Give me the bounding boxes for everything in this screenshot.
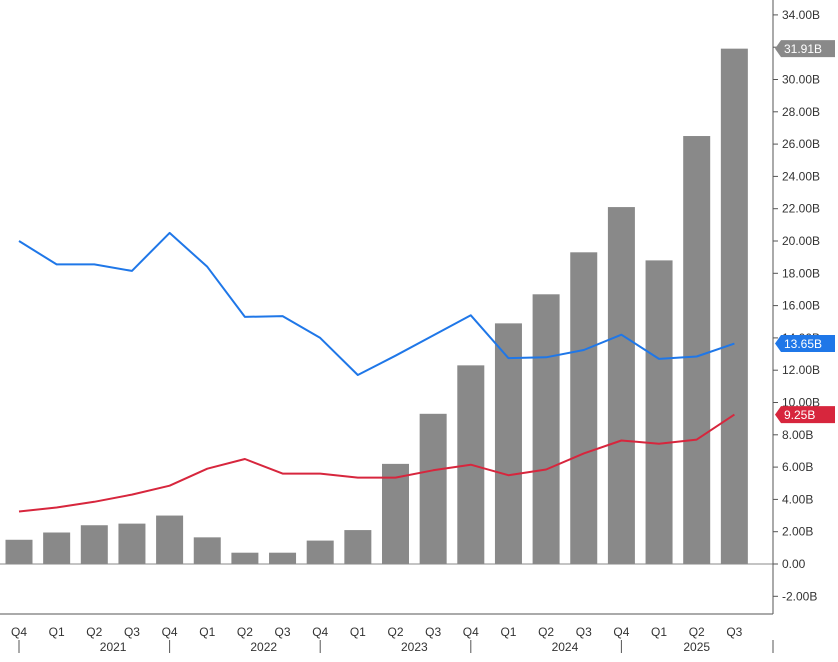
x-tick-label: Q2 [538,625,554,639]
last-value-badge-3: 9.25B [775,406,835,424]
y-tick-label: 16.00B [782,299,820,313]
bar [231,552,259,564]
y-tick-label: 6.00B [782,460,813,474]
bar [683,136,711,564]
x-tick-label: Q4 [162,625,178,639]
badge-shape [775,406,835,424]
badge-shape [775,40,835,58]
y-tick-label: 28.00B [782,105,820,119]
bar [532,294,560,564]
bar [382,463,409,564]
y-tick-label: 20.00B [782,234,820,248]
x-tick-label: Q3 [726,625,742,639]
x-tick-label: Q2 [387,625,403,639]
y-tick-label: 2.00B [782,525,813,539]
bar [419,413,447,564]
bar [720,48,748,564]
y-tick-label: 26.00B [782,137,820,151]
y-tick-label: 4.00B [782,492,813,506]
bar [43,532,71,564]
x-tick-label: Q3 [275,625,291,639]
x-tick-label: Q3 [576,625,592,639]
y-tick-label: 34.00B [782,8,820,22]
series-line-1 [18,231,735,376]
y-tick-label: 18.00B [782,266,820,280]
bar [269,552,297,564]
line-series [18,231,735,513]
x-tick-label: Q4 [11,625,27,639]
last-value-badge-1: 31.91B [775,40,835,58]
bar [80,525,108,564]
bar [156,515,184,564]
year-label: 2023 [401,640,428,654]
y-tick-label: 30.00B [782,73,820,87]
x-tick-label: Q2 [689,625,705,639]
year-label: 2022 [250,640,277,654]
bar [306,540,334,564]
badge-label: 9.25B [784,408,815,422]
bar [344,530,372,564]
badge-label: 13.65B [784,337,822,351]
bar-series [5,48,748,564]
y-tick-label: 0.00 [782,557,806,571]
year-label: 2021 [100,640,127,654]
y-tick-label: 22.00B [782,202,820,216]
bar [5,539,33,564]
badge-shape [775,335,835,353]
y-tick-label: 8.00B [782,428,813,442]
y-tick-label: 24.00B [782,169,820,183]
y-tick-label: 12.00B [782,363,820,377]
bar [118,523,146,564]
x-tick-label: Q3 [124,625,140,639]
y-tick-label: 10.00B [782,396,820,410]
bar [570,252,598,564]
last-value-badges: 31.91B 13.65B 9.25B [775,40,835,424]
x-tick-label: Q1 [49,625,65,639]
bar [494,323,522,564]
x-tick-label: Q4 [312,625,328,639]
x-axis: Q4 Q1 Q2 Q3 Q4 Q1 Q2 Q3 Q4 Q1 Q2 Q3 Q4 Q1 Q2 Q3 Q4 Q1 Q2 Q3… [0,613,774,654]
y-tick-label: -2.00B [782,589,817,603]
x-tick-label: Q1 [350,625,366,639]
series-line-2 [18,413,735,513]
x-tick-label: Q1 [500,625,516,639]
x-tick-label: Q2 [86,625,102,639]
last-value-badge-2: 13.65B [775,335,835,353]
x-tick-label: Q4 [463,625,479,639]
x-tick-label: Q1 [651,625,667,639]
bar [193,537,221,564]
x-tick-label: Q3 [425,625,441,639]
x-tick-label: Q4 [613,625,629,639]
bar [645,260,673,564]
year-label: 2024 [552,640,579,654]
x-tick-label: Q1 [199,625,215,639]
badge-label: 31.91B [784,42,822,56]
bar [607,207,635,564]
year-label: 2025 [683,640,710,654]
x-tick-label: Q2 [237,625,253,639]
y-axis: -2.00B 0.00 2.00B 4.00B 6.00B 8.00B 10.00B 12.0… [0,0,820,614]
